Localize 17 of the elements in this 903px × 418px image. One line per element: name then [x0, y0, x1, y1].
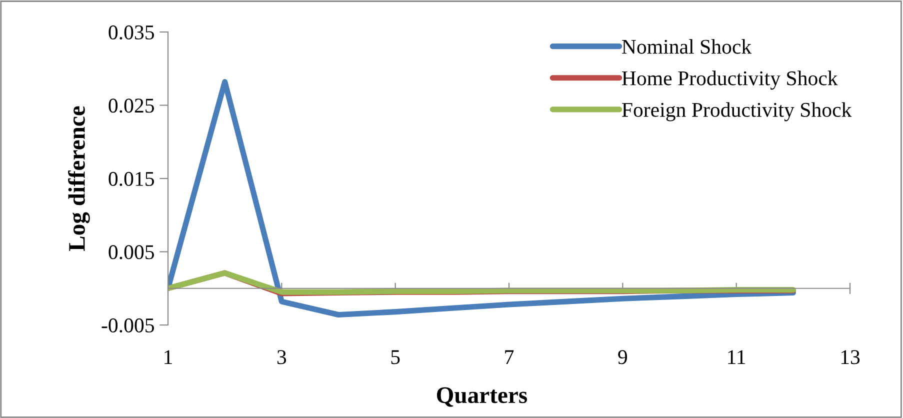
x-tick-label: 5 [391, 350, 400, 364]
x-tick-label: 3 [277, 350, 286, 364]
x-tick-label: 13 [841, 350, 860, 364]
y-tick-label: 0.005 [108, 245, 154, 260]
x-tick-label: 9 [618, 350, 628, 364]
legend-label: Foreign Productivity Shock [622, 102, 852, 122]
y-axis-title: Log difference [68, 106, 90, 251]
legend-label: Home Productivity Shock [622, 70, 838, 90]
y-tick-label: 0.025 [108, 98, 154, 113]
x-tick-label: 1 [164, 350, 172, 364]
y-tick-label: -0.005 [102, 318, 154, 333]
y-tick-label: 0.035 [108, 25, 154, 40]
x-axis-title: Quarters [436, 387, 528, 407]
y-tick-label: 0.015 [108, 172, 154, 186]
x-tick-label: 11 [728, 350, 746, 364]
legend-label: Nominal Shock [622, 39, 752, 54]
x-tick-label: 7 [505, 350, 514, 364]
